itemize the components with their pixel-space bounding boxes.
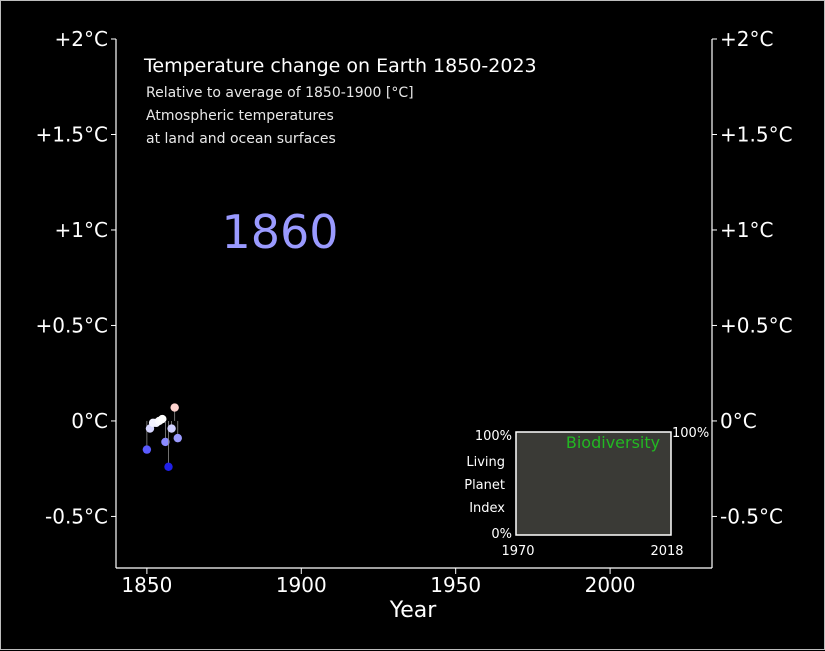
inset-ylabel-line-2: Planet xyxy=(464,478,505,493)
chart-title: Temperature change on Earth 1850-2023 xyxy=(143,55,537,77)
chart-subtitle-line-2: Atmospheric temperatures xyxy=(146,108,334,124)
inset-y-top-label: 100% xyxy=(475,429,512,444)
biodiversity-inset: Biodiversity 100% 0% 100% Living Planet … xyxy=(464,426,709,559)
data-point xyxy=(170,403,178,411)
chart-subtitle-line-1: Relative to average of 1850-1900 [°C] xyxy=(146,85,414,101)
y-tick-label-left: +1.5°C xyxy=(35,122,108,146)
current-year-label: 1860 xyxy=(221,205,338,259)
x-tick-label: 2000 xyxy=(585,573,636,597)
y-tick-label-right: +1.5°C xyxy=(720,122,793,146)
data-point xyxy=(143,445,151,453)
data-point xyxy=(174,434,182,442)
inset-title: Biodiversity xyxy=(566,433,660,452)
x-tick-label: 1900 xyxy=(276,573,327,597)
x-tick-label: 1950 xyxy=(430,573,481,597)
y-tick-label-left: 0°C xyxy=(71,409,108,433)
y-tick-label-left: +2°C xyxy=(55,27,108,51)
inset-ylabel-line-3: Index xyxy=(469,501,505,516)
y-tick-label-right: 0°C xyxy=(720,409,757,433)
x-axis-title: Year xyxy=(389,598,438,623)
data-marks xyxy=(143,403,182,471)
y-tick-label-right: +0.5°C xyxy=(720,313,793,337)
y-tick-label-right: +1°C xyxy=(720,218,773,242)
y-tick-label-left: +1°C xyxy=(55,218,108,242)
y-tick-label-left: -0.5°C xyxy=(45,504,108,528)
y-tick-label-right: +2°C xyxy=(720,27,773,51)
y-tick-label-right: -0.5°C xyxy=(720,504,783,528)
inset-y-bottom-label: 0% xyxy=(491,527,512,542)
y-tick-label-left: +0.5°C xyxy=(35,313,108,337)
inset-x-start-label: 1970 xyxy=(501,544,534,559)
inset-x-end-label: 2018 xyxy=(650,544,683,559)
inset-y-right-label: 100% xyxy=(672,426,709,441)
data-point xyxy=(164,463,172,471)
data-point xyxy=(167,424,175,432)
x-tick-label: 1850 xyxy=(121,573,172,597)
inset-ylabel-line-1: Living xyxy=(466,455,505,470)
chart-subtitle-line-3: at land and ocean surfaces xyxy=(146,131,336,147)
